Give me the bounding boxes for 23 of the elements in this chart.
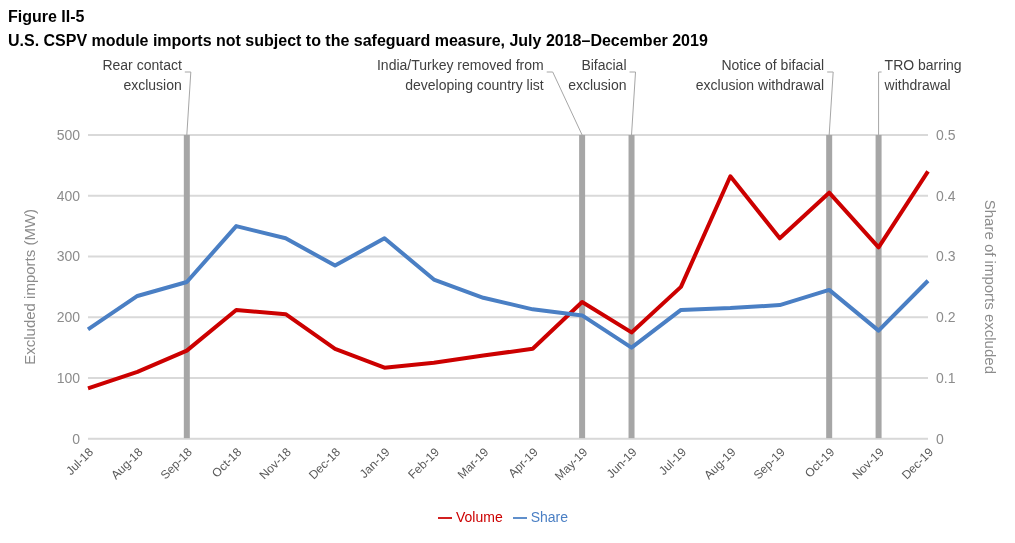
y2-tick-label: 0.4: [936, 187, 956, 204]
ref-line-label: India/Turkey removed from developing country list: [376, 57, 544, 93]
y2-tick-label: 0.1: [936, 369, 956, 386]
ref-line-label: TRO barring withdrawal: [883, 57, 962, 93]
y-tick-label: 100: [56, 369, 81, 386]
ref-line-label: Notice of bifacial exclusion withdrawal: [695, 57, 825, 93]
y-tick-label: 0: [72, 430, 81, 447]
y-tick-label: 200: [56, 309, 81, 326]
y2-tick-label: 0.2: [936, 309, 956, 326]
ref-line-label: Rear contact exclusion: [102, 57, 182, 93]
y-tick-label: 500: [56, 126, 81, 143]
y2-axis-title: Share of imports excluded: [981, 199, 999, 374]
y-axis-title: Excluded imports (MW): [21, 208, 39, 365]
chart-title: Figure II-5: [8, 8, 86, 26]
y2-tick-label: 0.5: [936, 126, 956, 143]
y-tick-label: 400: [56, 187, 81, 204]
legend-label: Volume: [455, 508, 503, 525]
y2-tick-label: 0: [936, 430, 944, 447]
chart-subtitle: U.S. CSPV module imports not subject to the safeguard measure, July 2018–December 2019: [8, 32, 709, 50]
y-tick-label: 300: [56, 248, 81, 265]
y2-tick-label: 0.3: [936, 248, 956, 265]
legend-label: Share: [530, 508, 569, 525]
ref-line-label: Bifacial exclusion: [568, 57, 627, 93]
